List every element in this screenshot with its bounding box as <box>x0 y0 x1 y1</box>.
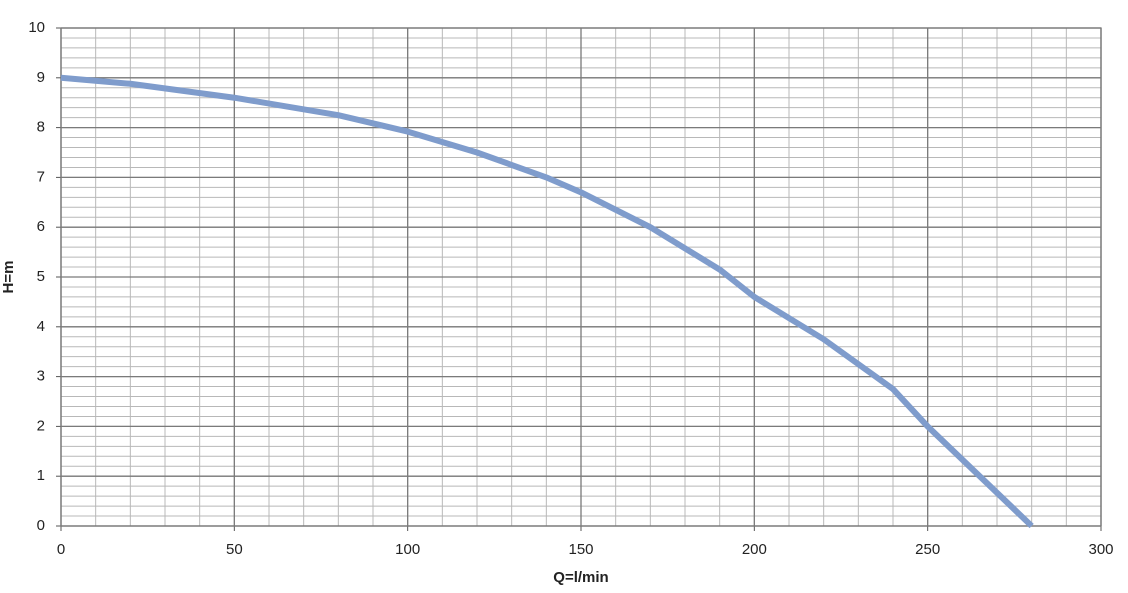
y-tick-label: 0 <box>37 517 45 534</box>
x-axis-title: Q=l/min <box>553 569 608 586</box>
y-tick-label: 2 <box>37 417 45 434</box>
y-tick-label: 6 <box>37 218 45 235</box>
y-tick-label: 9 <box>37 69 45 86</box>
y-tick-label: 1 <box>37 467 45 484</box>
y-tick-label: 7 <box>37 168 45 185</box>
y-tick-label: 10 <box>28 19 45 36</box>
y-axis-title: H=m <box>0 261 17 294</box>
y-tick-label: 4 <box>37 318 45 335</box>
series-line <box>60 74 1034 529</box>
x-tick-label: 250 <box>915 541 940 558</box>
x-tick-label: 50 <box>226 541 243 558</box>
y-tick-label: 5 <box>37 268 45 285</box>
y-tick-label: 8 <box>37 119 45 136</box>
x-tick-label: 100 <box>395 541 420 558</box>
plot-frame <box>60 27 1102 527</box>
x-tick-label: 0 <box>57 541 65 558</box>
x-tick-label: 200 <box>742 541 767 558</box>
x-tick-label: 300 <box>1088 541 1113 558</box>
grid <box>60 27 1102 527</box>
y-tick-label: 3 <box>37 368 45 385</box>
x-tick-label: 150 <box>568 541 593 558</box>
